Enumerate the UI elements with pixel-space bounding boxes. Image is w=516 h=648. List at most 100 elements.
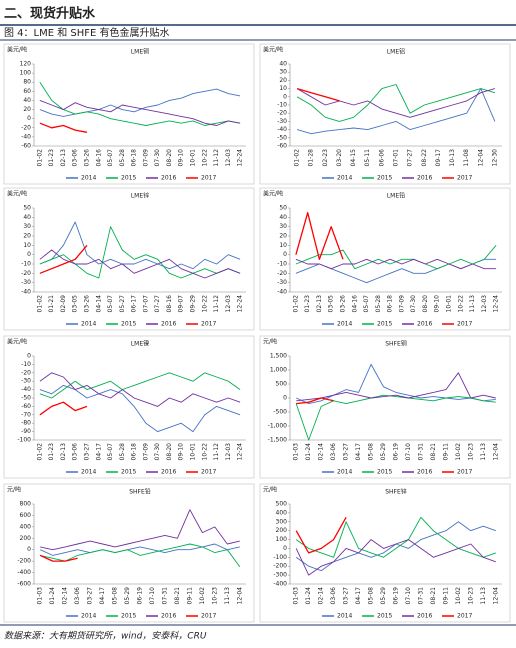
legend-label: 2014: [337, 613, 352, 620]
x-tick-label: 05-08: [112, 587, 119, 605]
x-tick-label: 03-05: [72, 295, 79, 313]
x-tick-label: 11-12: [213, 443, 220, 461]
x-tick-label: 01-03: [293, 587, 300, 605]
y-tick-label: 600: [20, 512, 32, 519]
x-tick-label: 09-17: [435, 149, 442, 167]
y-tick-label: -30: [277, 118, 287, 125]
x-tick-label: 01-23: [304, 295, 311, 313]
series-line: [39, 88, 241, 117]
section-title: 二、现货升贴水: [4, 6, 96, 22]
series-line: [296, 88, 496, 118]
chart-frame: [3, 335, 255, 479]
x-tick-label: 03-27: [84, 443, 91, 461]
x-tick-label: 10-23: [467, 443, 474, 461]
x-tick-label: 01-02: [36, 149, 43, 167]
x-tick-label: 11-12: [213, 295, 220, 313]
series-line: [295, 394, 496, 441]
y-tick-label: -40: [277, 126, 287, 133]
x-tick-label: 04-17: [355, 443, 362, 461]
x-tick-label: 09-29: [190, 295, 197, 313]
y-tick-label: -30: [277, 279, 287, 286]
x-tick-label: 05-29: [380, 587, 387, 605]
series-line: [296, 84, 496, 122]
y-tick-label: -600: [17, 581, 31, 588]
x-tick-label: 03-26: [340, 295, 347, 313]
x-tick-label: 05-29: [124, 587, 131, 605]
x-tick-label: 09-11: [442, 587, 449, 605]
x-tick-label: 01-02: [36, 295, 43, 313]
legend-label: 2017: [201, 321, 216, 328]
chart-title: SHFE铜: [385, 340, 407, 348]
x-tick-label: 08-20: [166, 149, 173, 167]
x-tick-label: 12-24: [237, 443, 244, 461]
x-tick-label: 10-13: [449, 149, 456, 167]
x-tick-label: 07-30: [154, 149, 161, 167]
x-tick-label: 07-09: [142, 443, 149, 461]
y-tick-label: 1,000: [270, 367, 287, 374]
x-tick-label: 01-24: [305, 443, 312, 461]
x-tick-label: 07-10: [405, 587, 412, 605]
legend-label: 2014: [337, 321, 352, 328]
x-tick-label: 02-13: [316, 295, 323, 313]
y-tick-label: -50: [21, 395, 31, 402]
x-tick-label: 05-28: [119, 149, 126, 167]
x-tick-label: 07-31: [161, 587, 168, 605]
legend-label: 2016: [161, 613, 176, 620]
series-line: [295, 258, 497, 284]
y-tick-label: -20: [277, 110, 287, 117]
x-tick-label: 07-09: [398, 295, 405, 313]
x-tick-label: 01-24: [305, 587, 312, 605]
x-tick-label: 10-02: [199, 587, 206, 605]
y-tick-label: 0: [283, 93, 287, 100]
x-tick-label: 04-14: [95, 295, 102, 313]
series-line: [295, 516, 347, 554]
x-tick-label: 10-02: [455, 587, 462, 605]
x-tick-label: 12-04: [477, 149, 484, 167]
series-line: [40, 543, 240, 556]
legend-label: 2016: [161, 321, 176, 328]
x-tick-label: 05-07: [107, 295, 114, 313]
x-tick-label: 03-20: [336, 149, 343, 167]
y-tick-label: 30: [279, 223, 287, 230]
x-tick-label: 10-23: [467, 587, 474, 605]
x-tick-label: 07-31: [417, 587, 424, 605]
x-tick-label: 01-02: [294, 149, 301, 167]
x-tick-label: 08-16: [166, 295, 173, 313]
series-line: [40, 509, 240, 551]
series-line: [39, 372, 241, 407]
legend-label: 2014: [81, 321, 96, 328]
y-tick-label: 300: [276, 518, 288, 525]
y-tick-label: 0: [283, 251, 287, 258]
y-tick-label: 20: [23, 106, 31, 113]
x-tick-label: 07-30: [154, 443, 161, 461]
chart-title: SHFE铅: [129, 488, 151, 496]
y-tick-label: -40: [21, 386, 31, 393]
legend-label: 2015: [377, 469, 392, 476]
x-tick-label: 10-22: [201, 149, 208, 167]
legend-label: 2014: [81, 613, 96, 620]
x-tick-label: 03-27: [87, 587, 94, 605]
x-tick-label: 09-11: [186, 587, 193, 605]
y-axis-unit: 美元/吨: [263, 190, 283, 198]
x-tick-label: 10-01: [190, 149, 197, 167]
chart-title: LME铜: [131, 48, 149, 56]
x-tick-label: 12-03: [225, 295, 232, 313]
x-tick-label: 04-17: [95, 443, 102, 461]
x-tick-label: 12-04: [492, 443, 499, 461]
chart-frame: [3, 483, 255, 623]
series-line: [39, 249, 241, 279]
legend-label: 2016: [417, 613, 432, 620]
series-line: [39, 384, 241, 433]
x-tick-label: 04-16: [95, 149, 102, 167]
series-line: [39, 99, 241, 126]
x-tick-label: 05-29: [380, 443, 387, 461]
y-tick-label: 80: [23, 79, 31, 86]
x-tick-label: 02-13: [60, 149, 67, 167]
x-tick-label: 06-18: [131, 149, 138, 167]
x-tick-label: 10-23: [211, 587, 218, 605]
y-tick-label: 20: [279, 77, 287, 84]
chart-frame: [259, 187, 511, 331]
x-tick-label: 11-13: [469, 295, 476, 313]
y-tick-label: -20: [277, 270, 287, 277]
y-axis-unit: 元/吨: [7, 486, 21, 494]
